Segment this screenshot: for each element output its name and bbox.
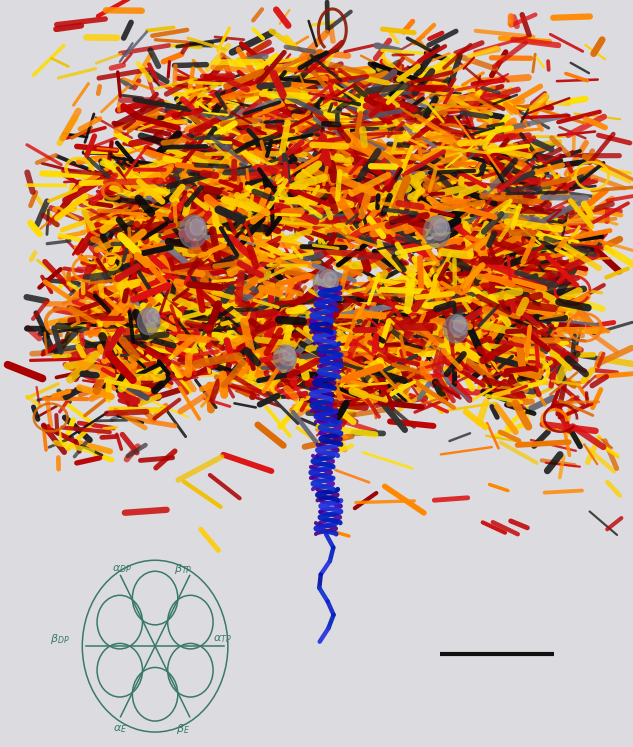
Circle shape [323, 272, 336, 287]
Text: $\beta_{DP}$: $\beta_{DP}$ [50, 632, 70, 646]
Circle shape [283, 347, 294, 361]
Circle shape [279, 345, 296, 366]
Text: $\alpha_{DP}$: $\alpha_{DP}$ [113, 563, 132, 575]
Text: $\alpha_{E}$: $\alpha_{E}$ [113, 723, 127, 734]
Circle shape [190, 219, 204, 235]
Circle shape [179, 215, 207, 248]
Circle shape [453, 317, 466, 332]
Circle shape [434, 220, 447, 235]
Circle shape [423, 216, 450, 247]
Circle shape [137, 308, 160, 335]
Circle shape [143, 309, 160, 329]
Text: $\alpha_{TP}$: $\alpha_{TP}$ [213, 633, 232, 645]
Circle shape [449, 315, 467, 336]
Text: $\beta_{E}$: $\beta_{E}$ [176, 722, 190, 736]
Circle shape [444, 314, 468, 343]
Circle shape [313, 269, 339, 299]
Circle shape [147, 310, 158, 323]
Circle shape [319, 270, 338, 292]
Circle shape [273, 345, 296, 372]
Text: $\beta_{TP}$: $\beta_{TP}$ [174, 562, 192, 576]
Circle shape [429, 217, 449, 241]
Circle shape [185, 217, 206, 241]
